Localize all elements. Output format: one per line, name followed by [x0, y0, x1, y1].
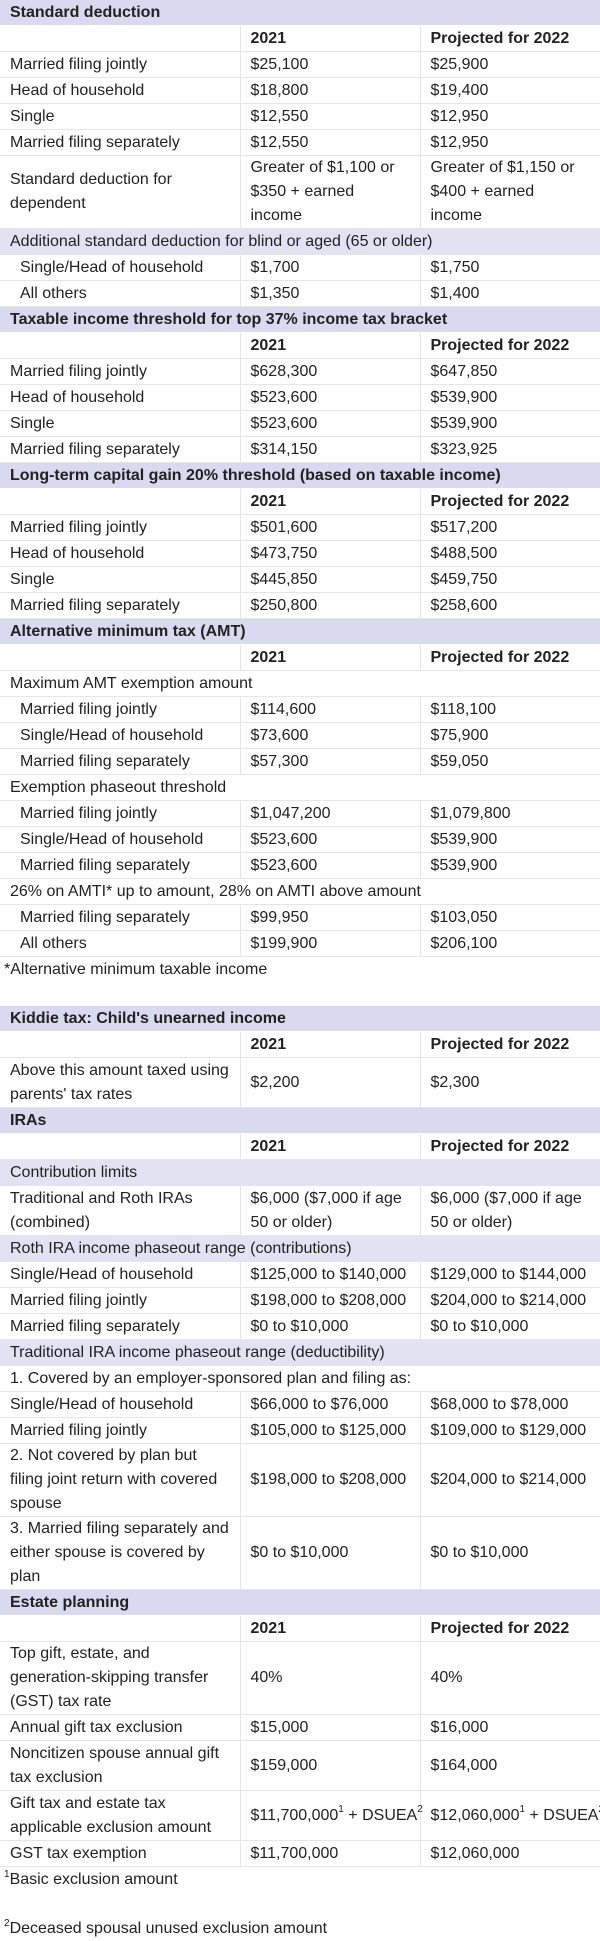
table-row: Annual gift tax exclusion $15,000 $16,000: [0, 1714, 600, 1741]
column-header-2021: 2021: [240, 332, 421, 359]
exclusion-2021: $11,700,0001 + DSUEA2: [240, 1790, 423, 1841]
standard-deduction-table: Standard deduction 2021 Projected for 20…: [0, 0, 600, 957]
column-header-2022: Projected for 2022: [420, 25, 600, 52]
table-row: Single/Head of household $523,600 $539,900: [0, 826, 600, 853]
column-header-2022: Projected for 2022: [420, 1031, 600, 1058]
group-title: 26% on AMTI* up to amount, 28% on AMTI a…: [0, 878, 600, 905]
section-spacer: [0, 982, 600, 1006]
table-row: Head of household $18,800 $19,400: [0, 77, 600, 104]
table-row: 2. Not covered by plan but filing joint …: [0, 1443, 600, 1517]
column-header-2021: 2021: [240, 1133, 421, 1160]
column-header-2021: 2021: [240, 1615, 421, 1642]
table-row: Single/Head of household $73,600 $75,900: [0, 722, 600, 749]
section-title: Kiddie tax: Child's unearned income: [0, 1006, 600, 1032]
table-row: All others $199,900 $206,100: [0, 930, 600, 957]
table-row: Traditional and Roth IRAs (combined) $6,0…: [0, 1185, 600, 1236]
column-header-2022: Projected for 2022: [420, 1133, 600, 1160]
column-header-2021: 2021: [240, 1031, 421, 1058]
column-header-empty: [0, 1031, 241, 1058]
table-row: Married filing jointly $628,300 $647,850: [0, 358, 600, 385]
section-title: Standard deduction: [0, 0, 600, 26]
subsection-title: Traditional IRA income phaseout range (d…: [0, 1339, 600, 1366]
subsection-title: Contribution limits: [0, 1159, 600, 1186]
column-header-2022: Projected for 2022: [420, 644, 600, 671]
footnote-1: 1Basic exclusion amount: [4, 1868, 178, 1888]
column-header-empty: [0, 1615, 241, 1642]
table-row: Married filing separately $314,150 $323,92…: [0, 436, 600, 463]
table-row: GST tax exemption $11,700,000 $12,060,000: [0, 1840, 600, 1867]
table-row: Gift tax and estate tax applicable exclu…: [0, 1790, 600, 1841]
second-table: Kiddie tax: Child's unearned income 2021…: [0, 1006, 600, 1867]
column-header-2022: Projected for 2022: [420, 1615, 600, 1642]
exclusion-2022: $12,060,0001 + DSUEA2: [420, 1790, 600, 1841]
section-title: IRAs: [0, 1107, 600, 1134]
column-header-empty: [0, 644, 241, 671]
table-row: Single $445,850 $459,750: [0, 566, 600, 593]
table-row: Noncitizen spouse annual gift tax exclus…: [0, 1740, 600, 1791]
amt-footnote: *Alternative minimum taxable income: [4, 961, 268, 978]
table-row: Single/Head of household $66,000 to $76,0…: [0, 1391, 600, 1418]
column-header-2022: Projected for 2022: [420, 488, 600, 515]
group-title: Exemption phaseout threshold: [0, 774, 600, 801]
column-header-2022: Projected for 2022: [420, 332, 600, 359]
section-title: Estate planning: [0, 1589, 600, 1616]
table-row: Married filing separately $523,600 $539,90…: [0, 852, 600, 879]
column-header-2021: 2021: [240, 488, 421, 515]
table-row: Married filing separately $12,550 $12,950: [0, 129, 600, 156]
group-title: Maximum AMT exemption amount: [0, 670, 600, 697]
column-header-empty: [0, 1133, 241, 1160]
table-row: 3. Married filing separately and either …: [0, 1516, 600, 1590]
table-row: Head of household $523,600 $539,900: [0, 384, 600, 411]
subsection-title: Roth IRA income phaseout range (contribu…: [0, 1235, 600, 1262]
footnote-spacer: [0, 1892, 600, 1916]
table-row: Married filing jointly $105,000 to $125,0…: [0, 1417, 600, 1444]
table-row: All others $1,350 $1,400: [0, 280, 600, 307]
group-title: 1. Covered by an employer-sponsored plan…: [0, 1365, 600, 1392]
table-row: Single $12,550 $12,950: [0, 103, 600, 130]
table-row: Married filing separately $0 to $10,000 $0…: [0, 1313, 600, 1340]
column-header-empty: [0, 488, 241, 515]
table-row: Married filing separately $57,300 $59,050: [0, 748, 600, 775]
table-row: Single/Head of household $125,000 to $140…: [0, 1261, 600, 1288]
table-row: Married filing jointly $25,100 $25,900: [0, 51, 600, 78]
section-title: Alternative minimum tax (AMT): [0, 618, 600, 645]
column-header-empty: [0, 332, 241, 359]
table-row: Single $523,600 $539,900: [0, 410, 600, 437]
column-header-2021: 2021: [240, 25, 421, 52]
table-row: Standard deduction for dependent Greater …: [0, 155, 600, 229]
table-row: Head of household $473,750 $488,500: [0, 540, 600, 567]
table-row: Married filing jointly $114,600 $118,100: [0, 696, 600, 723]
table-row: Top gift, estate, and generation-skippin…: [0, 1641, 600, 1715]
table-row: Single/Head of household $1,700 $1,750: [0, 254, 600, 281]
column-header-2021: 2021: [240, 644, 421, 671]
table-row: Above this amount taxed using parents' t…: [0, 1057, 600, 1108]
table-row: Married filing separately $250,800 $258,60…: [0, 592, 600, 619]
footnote-2: 2Deceased spousal unused exclusion amoun…: [4, 1917, 328, 1937]
table-row: Married filing jointly $198,000 to $208,0…: [0, 1287, 600, 1314]
subsection-title: Additional standard deduction for blind …: [0, 228, 600, 255]
section-title: Taxable income threshold for top 37% inc…: [0, 306, 600, 333]
section-title: Long-term capital gain 20% threshold (ba…: [0, 462, 600, 489]
table-row: Married filing jointly $1,047,200 $1,079,8…: [0, 800, 600, 827]
table-row: Married filing separately $99,950 $103,050: [0, 904, 600, 931]
column-header-empty: [0, 25, 241, 52]
table-row: Married filing jointly $501,600 $517,200: [0, 514, 600, 541]
